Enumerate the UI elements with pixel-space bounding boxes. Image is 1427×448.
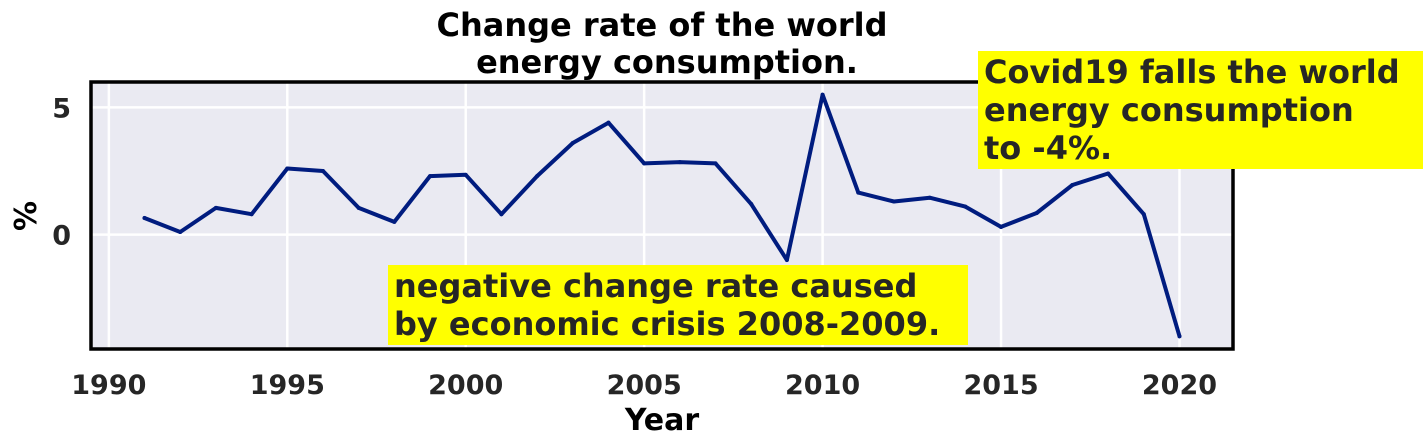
x-axis-ticks: 1990 1995 2000 2005 2010 2015 2020: [71, 370, 1217, 401]
data-point-2019: [1141, 212, 1146, 217]
x-tick-label-2010: 2010: [785, 370, 860, 401]
data-point-1993: [213, 205, 218, 210]
series-line-change-rate: [142, 92, 1182, 339]
data-point-2012: [891, 199, 896, 204]
x-tick-label-2000: 2000: [428, 370, 503, 401]
y-axis-label: %: [9, 201, 44, 231]
chart-title-line-1: Change rate of the world: [436, 6, 887, 44]
data-point-2007: [713, 161, 718, 166]
x-tick-label-2020: 2020: [1142, 370, 1217, 401]
data-point-2005: [642, 161, 647, 166]
data-point-2006: [677, 160, 682, 165]
data-points: [142, 92, 1182, 339]
data-point-1997: [356, 205, 361, 210]
annotation-covid: Covid19 falls the world energy consumpti…: [978, 51, 1423, 169]
annotation-economic-crisis: negative change rate caused by economic …: [388, 265, 968, 345]
data-point-1992: [178, 230, 183, 235]
x-tick-label-1995: 1995: [250, 370, 325, 401]
x-tick-label-2005: 2005: [607, 370, 682, 401]
chart-title-line-2: energy consumption.: [476, 43, 858, 81]
data-point-2016: [1034, 210, 1039, 215]
x-tick-label-2015: 2015: [963, 370, 1038, 401]
data-point-2009: [784, 258, 789, 262]
data-point-2003: [570, 141, 575, 146]
data-point-2001: [499, 212, 504, 217]
data-point-1995: [285, 166, 290, 171]
data-point-2008: [749, 202, 754, 207]
data-point-1991: [142, 216, 147, 221]
data-point-2000: [463, 172, 468, 177]
data-point-2013: [927, 195, 932, 200]
data-point-2011: [856, 190, 861, 195]
data-point-2015: [999, 224, 1004, 229]
y-tick-label-5: 5: [52, 93, 71, 124]
data-point-1999: [428, 174, 433, 179]
x-tick-label-1990: 1990: [71, 370, 146, 401]
data-point-2010: [820, 92, 825, 97]
data-point-2004: [606, 120, 611, 125]
y-tick-label-0: 0: [52, 221, 71, 252]
plot-frame: [89, 80, 1235, 351]
data-point-2017: [1070, 182, 1075, 187]
data-point-1998: [392, 219, 397, 224]
data-point-2018: [1106, 171, 1111, 176]
y-axis-ticks: 05: [52, 93, 71, 251]
data-point-2002: [535, 174, 540, 179]
data-point-1994: [249, 212, 254, 217]
data-point-2014: [963, 204, 968, 209]
data-point-1996: [320, 169, 325, 173]
data-point-2020: [1177, 334, 1182, 339]
x-axis-label: Year: [624, 403, 700, 438]
